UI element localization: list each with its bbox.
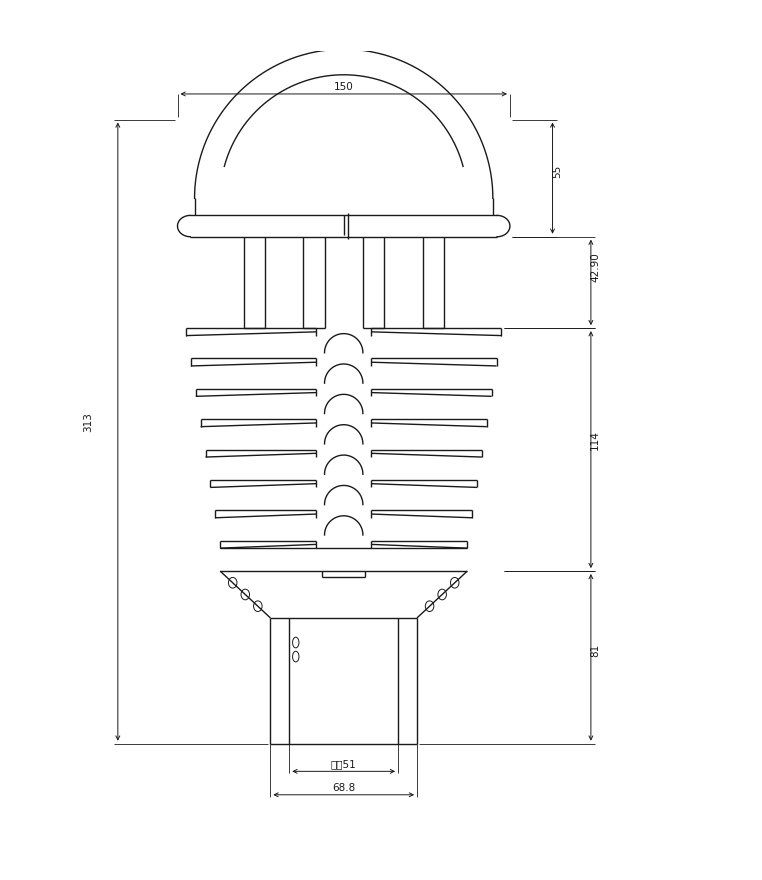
Text: 42.90: 42.90 (590, 253, 600, 282)
Text: 内徒51: 内徒51 (331, 759, 357, 769)
Text: 114: 114 (590, 429, 600, 450)
Text: 81: 81 (590, 644, 600, 657)
Text: 150: 150 (334, 82, 354, 92)
Text: 68.8: 68.8 (332, 782, 355, 793)
Text: 55: 55 (552, 165, 562, 178)
Text: 313: 313 (83, 412, 93, 431)
